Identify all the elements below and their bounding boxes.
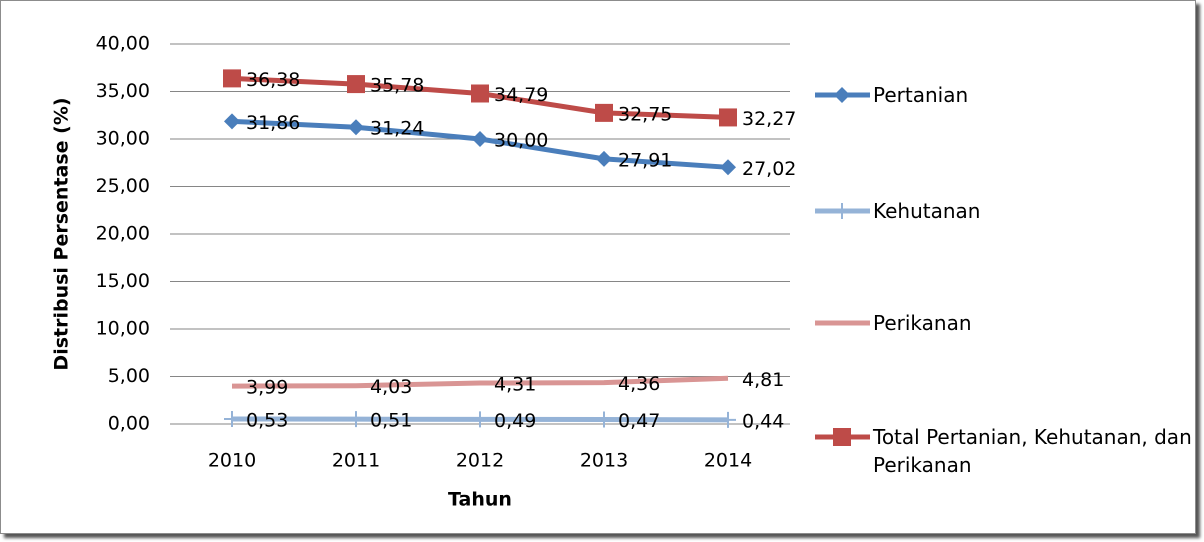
marker bbox=[348, 411, 364, 428]
y-tick-label: 15,00 bbox=[96, 270, 150, 292]
data-label: 32,75 bbox=[618, 103, 672, 125]
y-tick-label: 25,00 bbox=[96, 175, 150, 197]
data-label: 0,53 bbox=[246, 409, 288, 431]
data-label: 32,27 bbox=[742, 108, 796, 130]
y-tick-label: 35,00 bbox=[96, 80, 150, 102]
x-tick-label: 2013 bbox=[580, 450, 628, 472]
x-tick-label: 2010 bbox=[208, 450, 256, 472]
marker bbox=[472, 131, 488, 147]
data-label: 35,78 bbox=[370, 75, 424, 97]
y-axis-title: Distribusi Persentase (%) bbox=[51, 97, 73, 370]
y-tick-label: 30,00 bbox=[96, 128, 150, 150]
data-label: 0,49 bbox=[494, 410, 536, 432]
data-label: 0,44 bbox=[742, 410, 784, 432]
marker bbox=[596, 411, 612, 428]
marker bbox=[595, 103, 613, 122]
y-tick-label: 10,00 bbox=[96, 318, 150, 340]
data-label: 0,47 bbox=[618, 410, 660, 432]
data-label: 4,31 bbox=[494, 374, 536, 396]
x-tick-label: 2012 bbox=[456, 450, 504, 472]
legend-label: Total Pertanian, Kehutanan, dan Perikana… bbox=[873, 425, 1192, 477]
data-label: 31,86 bbox=[246, 112, 300, 134]
data-label: 27,91 bbox=[618, 149, 672, 171]
data-label: 4,81 bbox=[742, 369, 784, 391]
x-axis-title: Tahun bbox=[448, 489, 512, 511]
y-tick-label: 5,00 bbox=[108, 365, 150, 387]
y-tick-label: 20,00 bbox=[96, 223, 150, 245]
data-label: 36,38 bbox=[246, 69, 300, 91]
data-label: 3,99 bbox=[246, 377, 288, 399]
marker bbox=[834, 203, 850, 219]
marker bbox=[224, 410, 240, 427]
data-label: 27,02 bbox=[742, 158, 796, 180]
legend-label: Perikanan bbox=[873, 311, 972, 335]
marker bbox=[720, 411, 736, 428]
x-tick-label: 2011 bbox=[332, 450, 380, 472]
marker bbox=[472, 411, 488, 428]
legend-label: Pertanian bbox=[873, 83, 969, 107]
data-label: 31,24 bbox=[370, 118, 424, 140]
data-label: 4,03 bbox=[370, 376, 412, 398]
marker bbox=[834, 87, 850, 103]
x-tick-label: 2014 bbox=[704, 450, 752, 472]
marker bbox=[224, 113, 240, 130]
data-label: 34,79 bbox=[494, 84, 548, 106]
y-tick-label: 0,00 bbox=[108, 413, 150, 435]
data-label: 30,00 bbox=[494, 130, 548, 152]
marker bbox=[833, 428, 851, 446]
marker bbox=[596, 150, 612, 167]
marker bbox=[471, 84, 489, 103]
legend-label: Kehutanan bbox=[873, 199, 981, 223]
data-label: 4,36 bbox=[618, 373, 660, 395]
marker bbox=[223, 69, 241, 88]
marker bbox=[347, 75, 365, 94]
y-tick-label: 40,00 bbox=[96, 33, 150, 55]
series-line bbox=[231, 375, 729, 389]
data-label: 0,51 bbox=[370, 410, 412, 432]
marker bbox=[348, 119, 364, 136]
chart-frame bbox=[0, 0, 1196, 534]
marker bbox=[719, 108, 737, 127]
marker bbox=[720, 159, 736, 176]
